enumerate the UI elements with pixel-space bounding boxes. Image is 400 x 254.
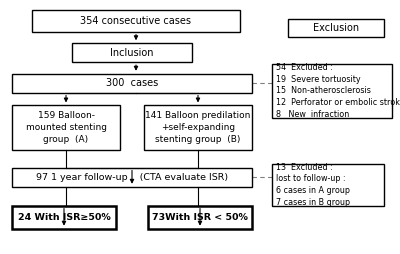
Text: 24 With ISR≥50%: 24 With ISR≥50% [18,213,110,222]
FancyBboxPatch shape [12,206,116,229]
Text: 97 1 year follow-up    (CTA evaluate ISR): 97 1 year follow-up (CTA evaluate ISR) [36,173,228,182]
FancyBboxPatch shape [12,168,252,187]
FancyBboxPatch shape [12,105,120,150]
FancyBboxPatch shape [72,43,192,62]
FancyBboxPatch shape [148,206,252,229]
Text: 159 Balloon-
mounted stenting
group  (A): 159 Balloon- mounted stenting group (A) [26,111,106,144]
FancyBboxPatch shape [144,105,252,150]
FancyBboxPatch shape [272,64,392,118]
Text: Inclusion: Inclusion [110,48,154,58]
Text: 73With ISR < 50%: 73With ISR < 50% [152,213,248,222]
FancyBboxPatch shape [12,74,252,93]
Text: 54  Excluded :
19  Severe tortuosity
15  Non-atherosclerosis
12  Perforator or e: 54 Excluded : 19 Severe tortuosity 15 No… [276,63,400,119]
Text: 13  Excluded :
lost to follow-up :
6 cases in A group
7 cases in B group: 13 Excluded : lost to follow-up : 6 case… [276,163,350,207]
Text: Exclusion: Exclusion [313,23,359,33]
Text: 141 Balloon predilation
+self-expanding
stenting group  (B): 141 Balloon predilation +self-expanding … [145,111,251,144]
FancyBboxPatch shape [288,19,384,37]
FancyBboxPatch shape [32,10,240,32]
Text: 354 consecutive cases: 354 consecutive cases [80,16,192,26]
Text: 300  cases: 300 cases [106,78,158,88]
FancyBboxPatch shape [272,164,384,206]
